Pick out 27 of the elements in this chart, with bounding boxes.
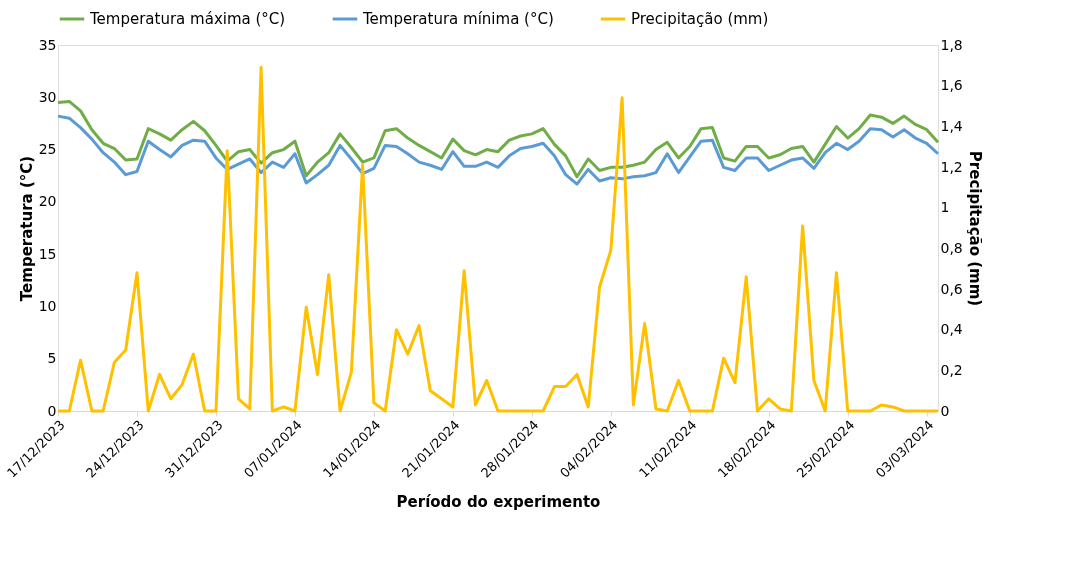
y-tick-label: 5 (47, 350, 57, 367)
legend-label: Temperatura máxima (°C) (89, 10, 286, 28)
x-axis-title: Período do experimento (396, 492, 601, 511)
y2-tick-label: 0,8 (940, 239, 963, 256)
y-tick-label: 30 (38, 88, 57, 105)
y2-tick-label: 0,6 (940, 280, 963, 297)
line-series (56, 99, 940, 179)
line-series (56, 114, 940, 186)
y2-axis-title: Precipitação (mm) (965, 150, 984, 307)
y2-tick-label: 1,8 (940, 36, 963, 53)
y2-tick-label: 0,4 (940, 321, 963, 338)
y2-tick-label: 1 (940, 199, 950, 216)
y2-tick-label: 0,2 (940, 361, 963, 378)
y-tick-label: 35 (38, 36, 57, 53)
legend-label: Precipitação (mm) (631, 10, 769, 28)
y2-tick-label: 1,2 (940, 158, 963, 175)
legend-label: Temperatura mínima (°C) (362, 10, 554, 28)
y2-tick-label: 1,4 (940, 117, 963, 134)
y-tick-label: 25 (38, 141, 57, 158)
y-tick-label: 20 (38, 193, 57, 210)
y2-tick-label: 1,6 (940, 77, 963, 94)
y-tick-label: 15 (38, 245, 57, 262)
y-axis-title: Temperatura (°C) (17, 155, 36, 302)
y-tick-label: 10 (38, 297, 57, 314)
y-tick-label: 0 (47, 402, 57, 419)
y2-tick-label: 0 (940, 402, 950, 419)
line-series (56, 65, 940, 413)
